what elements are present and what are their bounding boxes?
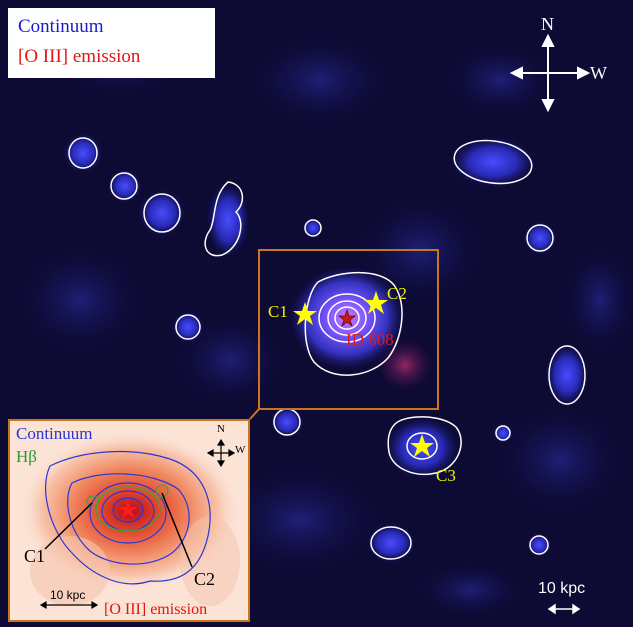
legend-oiii: [O III] emission xyxy=(18,46,141,67)
inset-target-star xyxy=(118,500,138,518)
legend: Continuum [O III] emission xyxy=(8,8,215,78)
c2-star xyxy=(364,291,388,314)
compass-arrows xyxy=(509,33,591,113)
inset-c2-pointer xyxy=(161,492,193,568)
scale-bar-arrow xyxy=(547,603,581,615)
scale-bar-label: 10 kpc xyxy=(538,580,586,597)
inset-hbeta-contours xyxy=(86,484,169,532)
zoom-box xyxy=(258,249,439,410)
inset-hbeta-label: Hβ xyxy=(16,447,37,466)
inset-scale-bar xyxy=(39,600,99,610)
target-label: ID 608 xyxy=(346,330,394,349)
inset-scale-label: 10 kpc xyxy=(50,588,86,602)
inset-c2-label: C2 xyxy=(194,569,216,589)
inset-compass-north: N xyxy=(217,423,225,435)
zoom-connector xyxy=(249,408,260,420)
inset-compass-west: W xyxy=(235,444,246,456)
c3-label: C3 xyxy=(436,466,456,485)
inset-c1-pointer xyxy=(44,502,93,550)
markers xyxy=(293,291,434,457)
c1-label: C1 xyxy=(268,302,288,321)
c1-star xyxy=(293,302,317,325)
compass-west: W xyxy=(590,63,607,83)
inset-c1-label: C1 xyxy=(24,546,46,566)
inset-compass xyxy=(206,438,236,468)
legend-continuum: Continuum xyxy=(18,16,104,37)
c2-label: C2 xyxy=(387,284,407,303)
contours xyxy=(68,137,586,560)
inset-map xyxy=(10,421,248,620)
inset-continuum-contours xyxy=(44,450,211,585)
target-star xyxy=(337,308,357,328)
inset-panel: Continuum Hβ N W C1 C2 10 kpc [O III] em… xyxy=(8,419,250,622)
c3-star xyxy=(410,434,434,457)
inset-continuum-label: Continuum xyxy=(16,424,93,443)
compass-north: N xyxy=(541,14,554,34)
inset-oiii-label: [O III] emission xyxy=(104,601,208,618)
